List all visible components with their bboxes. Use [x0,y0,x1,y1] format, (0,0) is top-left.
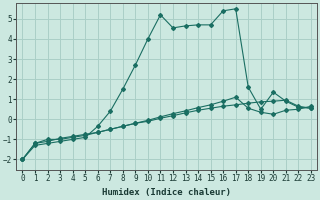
X-axis label: Humidex (Indice chaleur): Humidex (Indice chaleur) [102,188,231,197]
